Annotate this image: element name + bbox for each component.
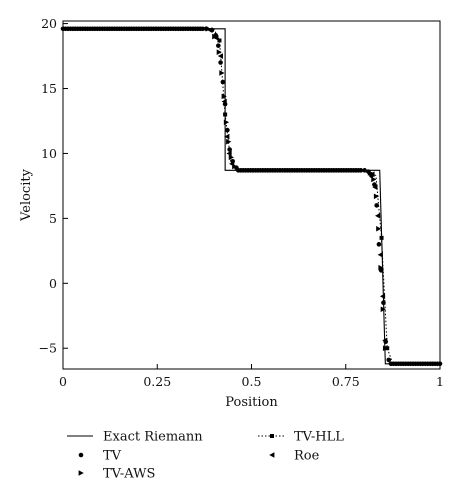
data-point xyxy=(205,25,211,32)
x-tick-label: 1 xyxy=(436,374,444,389)
data-point xyxy=(376,225,382,232)
y-tick-label: 0 xyxy=(49,276,57,291)
legend-item-tv: TV xyxy=(78,449,122,464)
data-point xyxy=(367,170,374,176)
series-line-tv-hll xyxy=(63,28,440,365)
data-point xyxy=(207,27,213,33)
legend-marker xyxy=(78,452,84,458)
data-point xyxy=(218,60,223,65)
legend-marker xyxy=(269,452,275,458)
data-point xyxy=(228,154,234,161)
data-point xyxy=(369,171,375,178)
legend-item-exact-riemann: Exact Riemann xyxy=(67,430,203,445)
data-point xyxy=(217,38,222,43)
legend-label: TV-AWS xyxy=(103,467,155,482)
legend-item-tv-hll: TV-HLL xyxy=(258,430,344,445)
legend-label: Roe xyxy=(294,449,320,464)
y-tick-label: −5 xyxy=(39,341,57,356)
series-roe xyxy=(207,27,388,344)
data-point xyxy=(217,53,223,59)
x-axis-label: Position xyxy=(225,395,278,410)
data-point xyxy=(220,79,226,85)
legend-label: TV-HLL xyxy=(294,430,344,445)
legend-marker xyxy=(270,434,274,438)
x-tick-label: 0.25 xyxy=(143,374,171,389)
x-tick-label: 0.75 xyxy=(332,374,360,389)
data-point xyxy=(221,98,227,105)
data-point xyxy=(223,119,230,126)
legend-label: Exact Riemann xyxy=(103,430,203,445)
data-point xyxy=(374,212,381,219)
data-point xyxy=(373,193,380,200)
plot-area xyxy=(60,25,443,367)
data-point xyxy=(225,127,230,133)
series-tv xyxy=(60,26,443,367)
y-tick-label: 10 xyxy=(41,146,57,161)
x-tick-label: 0 xyxy=(59,374,67,389)
data-point xyxy=(200,26,205,32)
data-point xyxy=(374,203,379,208)
legend-marker xyxy=(78,470,84,476)
data-point xyxy=(371,176,377,183)
data-point xyxy=(380,306,386,313)
data-point xyxy=(223,112,228,117)
x-tick-label: 0.5 xyxy=(242,374,262,389)
data-point xyxy=(372,184,378,191)
data-point xyxy=(379,293,386,300)
data-point xyxy=(219,70,225,76)
data-point xyxy=(362,168,367,173)
y-tick-label: 5 xyxy=(49,211,57,226)
data-point xyxy=(226,138,232,145)
data-point xyxy=(224,133,230,140)
data-point xyxy=(226,150,232,157)
data-point xyxy=(216,49,222,55)
axes: 0 0.25 0.5 0.75 1 −5 0 5 10 15 20 xyxy=(39,16,444,389)
legend-label: TV xyxy=(103,449,122,464)
data-point xyxy=(382,345,389,352)
legend: Exact Riemann TV TV-AWS TV-HLL Roe xyxy=(67,430,344,482)
data-point xyxy=(386,357,392,363)
legend-item-roe: Roe xyxy=(269,449,320,464)
data-point xyxy=(376,242,382,247)
data-point xyxy=(378,264,384,271)
data-point xyxy=(382,337,388,344)
data-point xyxy=(358,168,364,173)
data-point xyxy=(221,93,227,100)
data-point xyxy=(377,251,383,258)
series-exact-riemann xyxy=(63,28,440,365)
y-tick-label: 20 xyxy=(41,16,57,31)
data-point xyxy=(379,235,384,240)
y-axis-label: Velocity xyxy=(19,168,34,222)
data-point xyxy=(216,43,221,48)
y-tick-label: 15 xyxy=(41,81,57,96)
legend-item-tv-aws: TV-AWS xyxy=(78,467,155,482)
series-line-exact-riemann xyxy=(63,28,440,365)
data-point xyxy=(229,161,235,167)
series-tv-aws xyxy=(205,25,389,352)
data-point xyxy=(213,35,219,41)
